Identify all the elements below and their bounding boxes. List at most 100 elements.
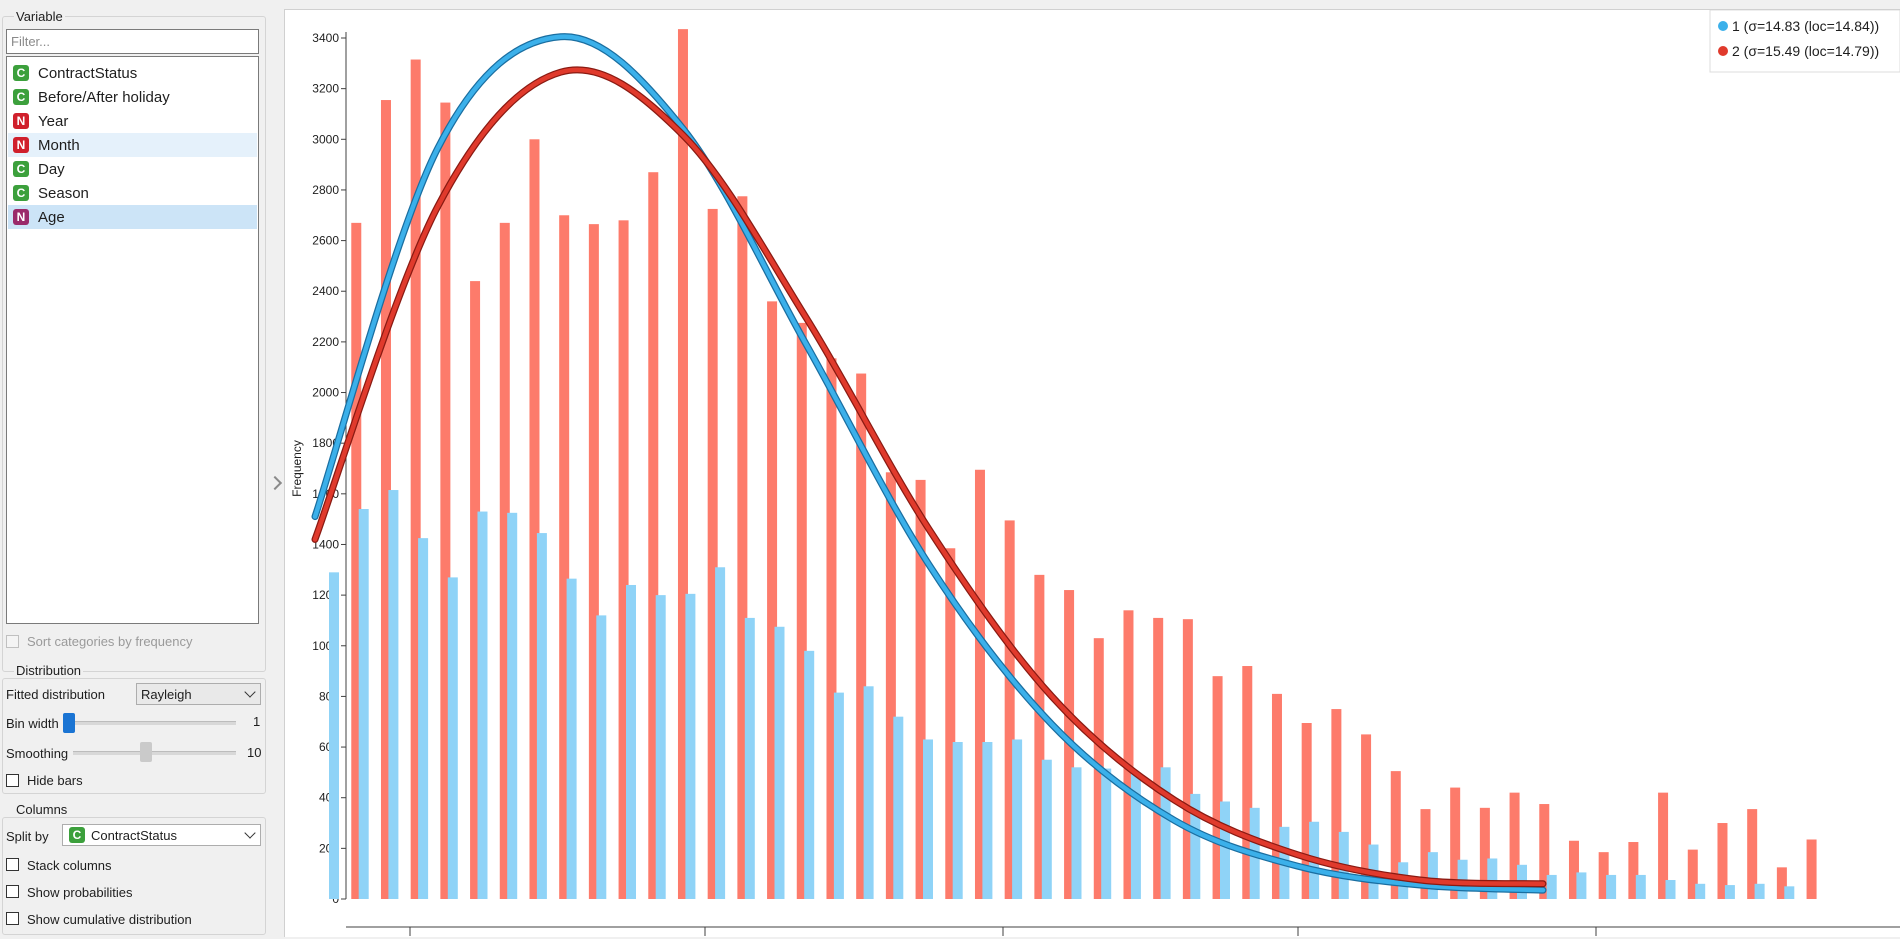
bar-series-2 (737, 196, 748, 899)
y-tick-label: 2400 (312, 284, 339, 298)
bar-series-1 (833, 692, 844, 899)
split-by-select[interactable]: C ContractStatus (62, 824, 261, 846)
y-tick-label: 1400 (312, 537, 339, 551)
variable-item-label: Before/After holiday (38, 88, 170, 106)
hide-bars-label: Hide bars (27, 773, 83, 788)
bar-series-2 (767, 301, 778, 899)
bar-series-1 (358, 509, 369, 899)
legend-marker-icon (1718, 21, 1728, 31)
hide-bars-checkbox[interactable] (6, 774, 19, 787)
bar-series-1 (1101, 768, 1112, 899)
bin-width-slider-track[interactable] (66, 721, 236, 725)
fitted-curve-series-1 (312, 34, 1546, 893)
bar-series-2 (1271, 693, 1282, 899)
variable-item-before-after-holiday[interactable]: C Before/After holiday (8, 85, 257, 109)
bar-series-1 (1754, 883, 1765, 899)
variable-item-age[interactable]: N Age (8, 205, 257, 229)
bar-series-1 (507, 512, 518, 899)
show-probabilities-checkbox[interactable] (6, 885, 19, 898)
bar-series-2 (1420, 809, 1431, 899)
bar-series-2 (1658, 792, 1669, 899)
categorical-badge-icon: C (13, 161, 29, 177)
variable-item-contractstatus[interactable]: C ContractStatus (8, 61, 257, 85)
bar-series-2 (1717, 823, 1728, 899)
legend-box (1709, 9, 1900, 73)
bar-series-2 (677, 29, 688, 899)
variable-item-label: Year (38, 112, 69, 130)
variable-item-label: Month (38, 136, 80, 154)
bar-series-2 (1687, 849, 1698, 899)
bar-series-2 (410, 59, 421, 899)
smoothing-value: 10 (247, 745, 262, 760)
bar-series-1 (715, 567, 726, 899)
variable-item-label: ContractStatus (38, 64, 138, 82)
control-panel: Variable C ContractStatus C Before/After… (0, 0, 267, 936)
bar-series-1 (1546, 874, 1557, 899)
bar-series-1 (1130, 773, 1141, 899)
bar-series-2 (796, 322, 807, 899)
bar-series-2 (1212, 676, 1223, 899)
y-tick-label: 2200 (312, 335, 339, 349)
bar-series-2 (856, 373, 867, 900)
y-tick-label: 3400 (312, 31, 339, 45)
variable-item-month[interactable]: N Month (8, 133, 257, 157)
bar-series-1 (329, 572, 339, 899)
variable-item-season[interactable]: C Season (8, 181, 257, 205)
variable-filter-input[interactable] (6, 29, 259, 54)
bar-series-1 (1724, 885, 1735, 899)
numeric-badge-icon: N (13, 137, 29, 153)
chevron-down-icon (244, 827, 256, 839)
fitted-distribution-select[interactable]: Rayleigh (136, 683, 261, 705)
bar-series-1 (923, 739, 933, 899)
fitted-distribution-label: Fitted distribution (6, 687, 105, 702)
bar-series-1 (1695, 883, 1706, 899)
bar-series-1 (685, 593, 696, 899)
fitted-curve-series-2 (312, 67, 1546, 887)
chevron-down-icon (244, 686, 256, 698)
numeric-badge-icon: N (13, 113, 29, 129)
chart-area: 0200400600800100012001400160018002000220… (284, 9, 1900, 937)
variable-item-day[interactable]: C Day (8, 157, 257, 181)
bar-series-1 (1041, 759, 1052, 899)
legend-label: 2 (σ=15.49 (loc=14.79)) (1732, 43, 1879, 59)
variable-list[interactable]: C ContractStatus C Before/After holiday … (6, 56, 259, 624)
bar-series-2 (1390, 771, 1401, 899)
stack-columns-label: Stack columns (27, 858, 112, 873)
sort-by-frequency-checkbox[interactable] (6, 635, 19, 648)
bar-series-2 (974, 469, 985, 899)
smoothing-slider-handle[interactable] (140, 742, 152, 762)
bar-series-2 (1598, 852, 1609, 899)
bar-series-2 (618, 220, 629, 899)
smoothing-slider-track[interactable] (73, 751, 236, 755)
bin-width-slider-handle[interactable] (63, 713, 75, 733)
y-axis-title: Frequency (290, 440, 304, 497)
stack-columns-checkbox[interactable] (6, 858, 19, 871)
bin-width-label: Bin width (6, 716, 59, 731)
categorical-badge-icon: C (13, 65, 29, 81)
show-cumulative-label: Show cumulative distribution (27, 912, 192, 927)
bar-series-1 (1427, 852, 1438, 899)
bar-series-2 (1539, 804, 1550, 899)
distribution-title: Distribution (14, 663, 84, 678)
bar-series-1 (1576, 872, 1587, 899)
variable-item-label: Age (38, 208, 65, 226)
bar-series-2 (470, 281, 481, 899)
bar-series-2 (440, 102, 451, 899)
bar-series-2 (1509, 792, 1520, 899)
bar-series-1 (1160, 767, 1171, 899)
collapse-panel-chevron-icon[interactable] (267, 475, 283, 491)
bar-series-1 (774, 626, 785, 899)
numeric-badge-icon: N (13, 209, 29, 225)
bar-series-2 (559, 215, 570, 899)
show-cumulative-checkbox[interactable] (6, 912, 19, 925)
categorical-badge-icon: C (69, 827, 85, 843)
bar-series-1 (804, 650, 815, 899)
bar-series-2 (1004, 520, 1015, 899)
split-by-value: ContractStatus (91, 827, 177, 843)
bar-series-2 (1806, 839, 1817, 899)
split-by-label: Split by (6, 829, 49, 844)
fitted-distribution-value: Rayleigh (141, 686, 192, 702)
bar-series-1 (626, 584, 636, 899)
variable-item-year[interactable]: N Year (8, 109, 257, 133)
bar-series-2 (707, 208, 718, 899)
